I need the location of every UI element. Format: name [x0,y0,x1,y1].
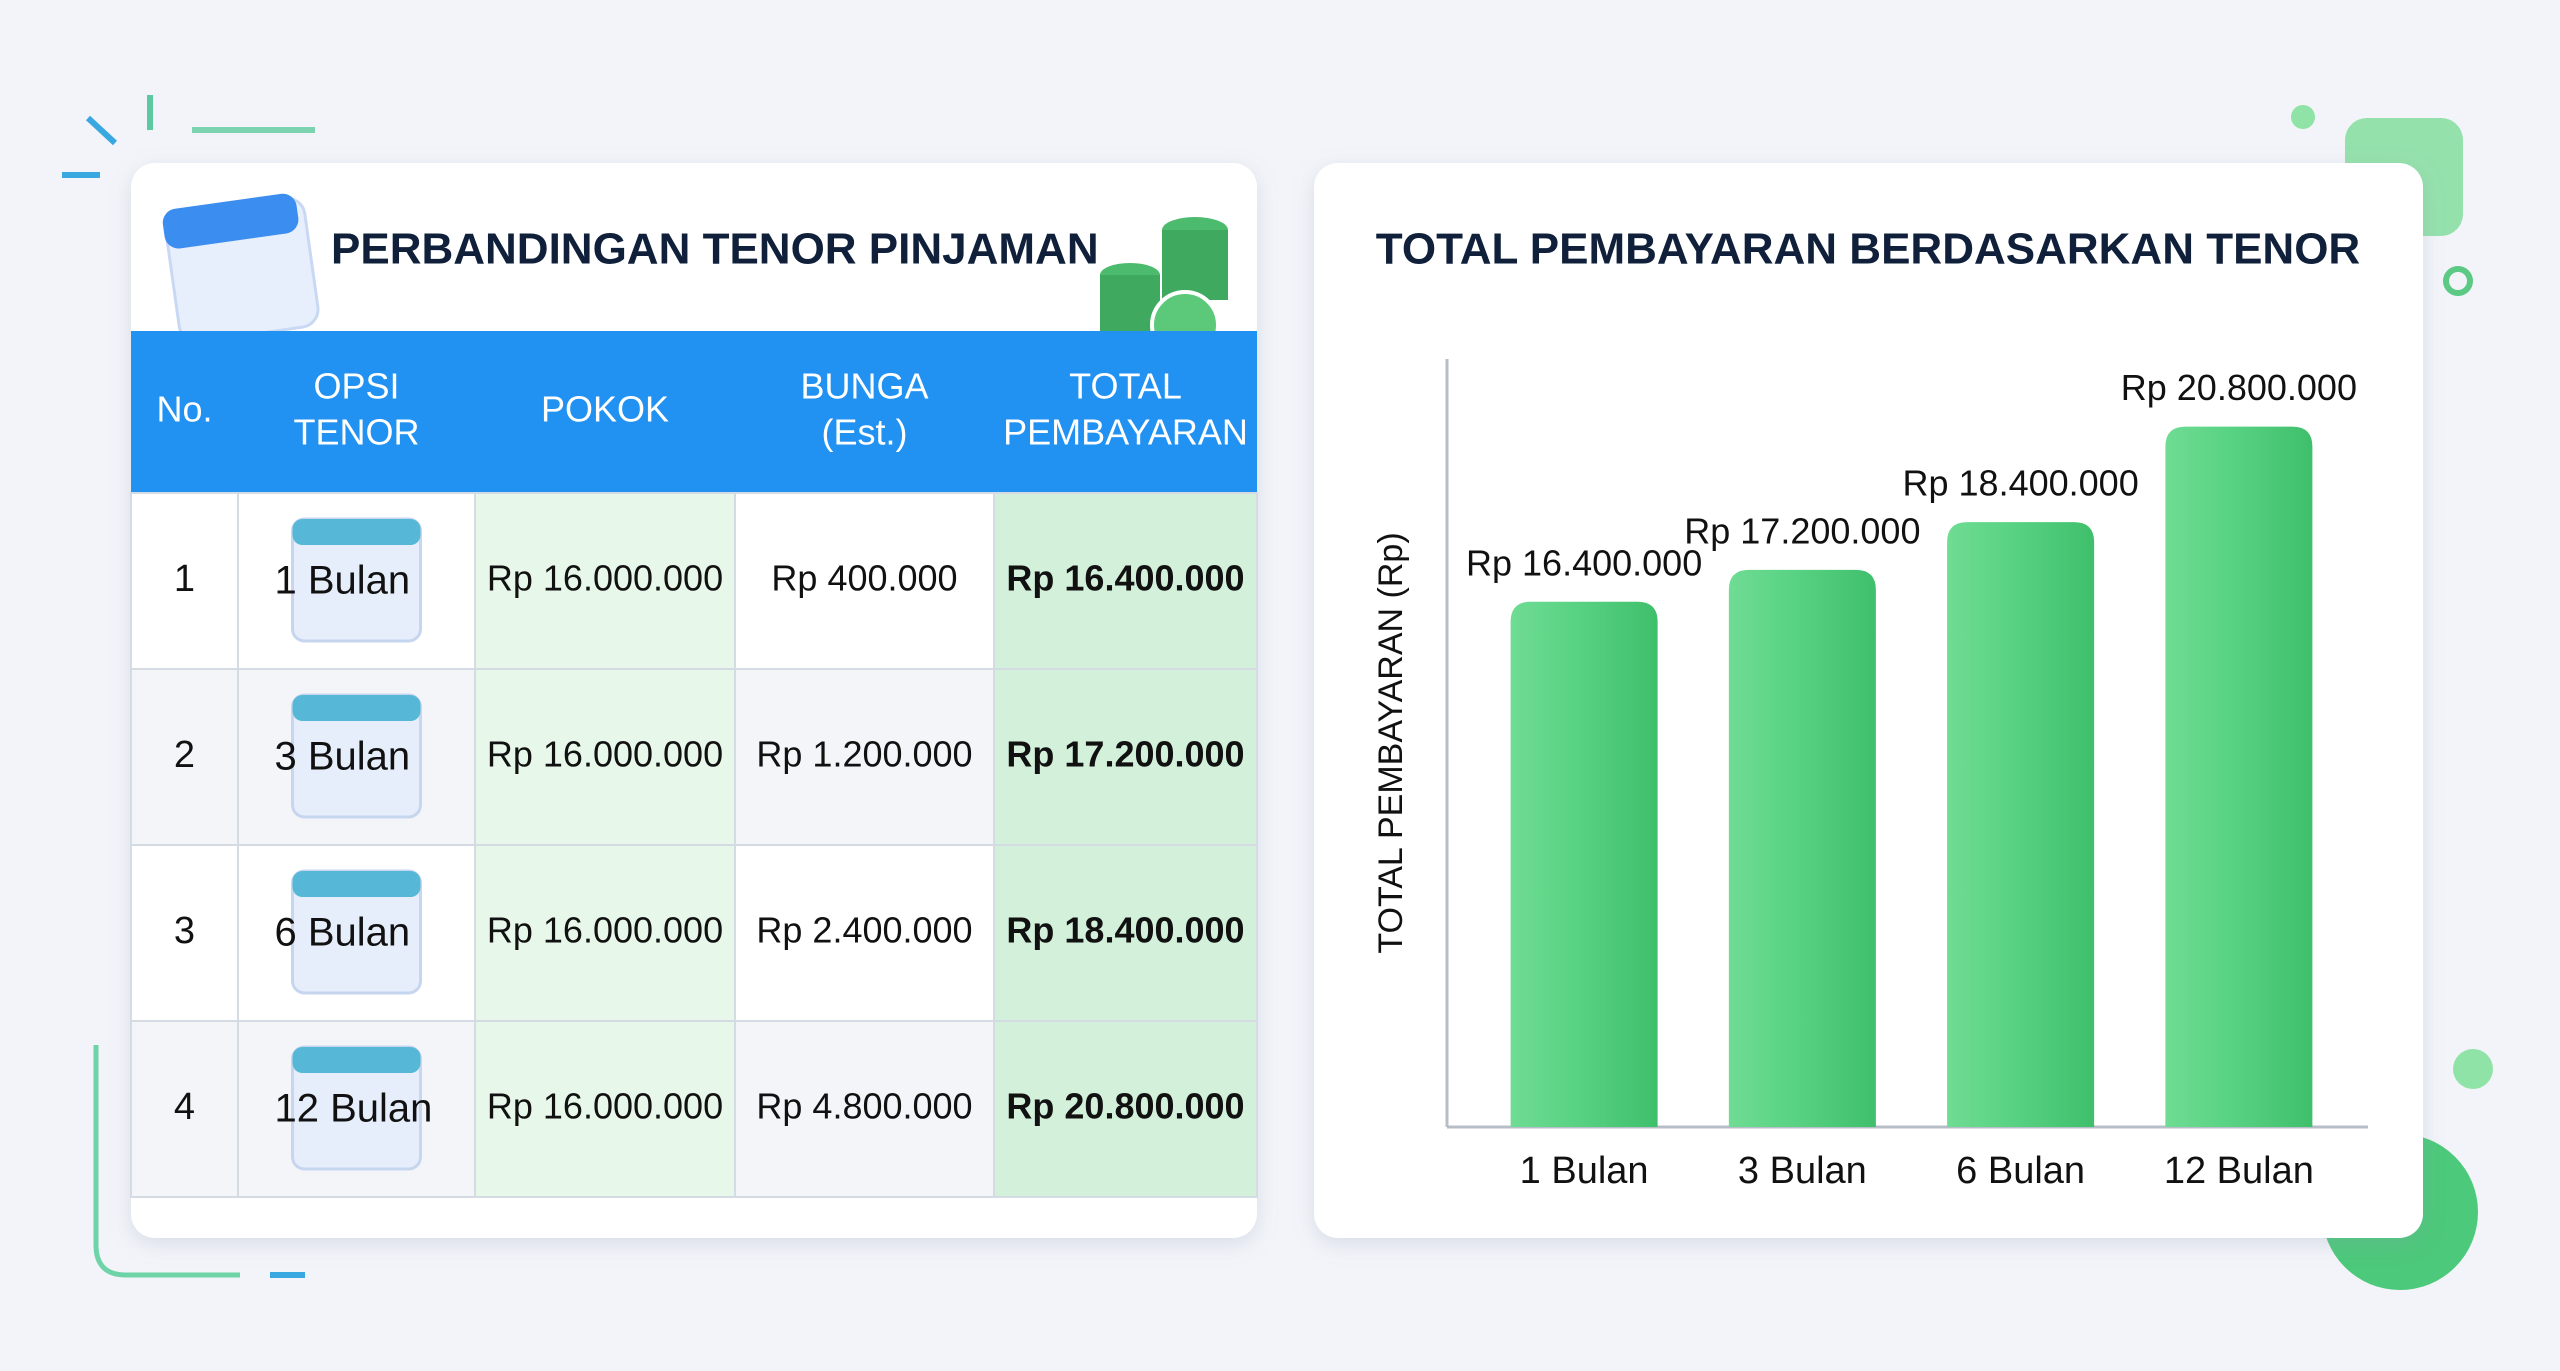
cell-text: 2 [174,734,195,776]
column-header: BUNGA [800,366,928,407]
cell-text: Rp 16.000.000 [487,734,723,775]
calendar-icon-top [292,1047,421,1073]
value-label: Rp 18.400.000 [1903,463,2139,504]
y-axis-label: TOTAL PEMBAYARAN (Rp) [1372,532,1410,953]
table-cell [993,668,1258,846]
cell-text: Rp 17.200.000 [1006,734,1244,775]
tenor-label: 3 Bulan [275,735,411,779]
table-cell [130,1020,239,1198]
calendar-icon-top [292,871,421,897]
bar [2165,426,2313,1127]
tenor-label: 12 Bulan [275,1087,433,1131]
tenor-label: 1 Bulan [275,559,411,603]
x-tick-label: 12 Bulan [2164,1150,2314,1192]
bar [1947,522,2095,1127]
table-title: PERBANDINGAN TENOR PINJAMAN [331,225,1099,274]
value-label: Rp 16.400.000 [1466,542,1702,583]
table-header-bg [131,331,1257,493]
x-tick-label: 6 Bulan [1956,1150,2085,1192]
table-cell [734,668,995,846]
table-cell [734,1020,995,1198]
cell-text: Rp 16.000.000 [487,910,723,951]
table-cell [130,668,239,846]
table-cell [474,1020,736,1198]
table-cell [130,844,239,1022]
calendar-icon-top [292,695,421,721]
bar [1510,601,1658,1127]
x-tick-label: 3 Bulan [1738,1150,1867,1192]
table-cell [993,492,1258,670]
cell-text: 1 [174,558,195,600]
column-header: POKOK [541,389,669,430]
column-header: TENOR [294,412,420,453]
bar [1728,569,1876,1127]
table-cell [734,492,995,670]
cell-text: 4 [174,1086,195,1128]
table-cell [993,1020,1258,1198]
table-cell [474,492,736,670]
calendar-icon-top [292,519,421,545]
x-tick-label: 1 Bulan [1520,1150,1649,1192]
table-cell [734,844,995,1022]
table-cell [474,668,736,846]
tenor-label: 6 Bulan [275,911,411,955]
cell-text: Rp 18.400.000 [1006,910,1244,951]
cell-text: Rp 16.000.000 [487,1086,723,1127]
calendar-icon [162,193,320,344]
column-header: (Est.) [822,412,908,453]
column-header: No. [156,389,212,430]
cell-text: Rp 20.800.000 [1006,1086,1244,1127]
cell-text: Rp 2.400.000 [756,910,972,951]
cell-text: Rp 16.000.000 [487,558,723,599]
cell-text: 3 [174,910,195,952]
value-label: Rp 20.800.000 [2121,367,2357,408]
cell-text: Rp 1.200.000 [756,734,972,775]
column-header: TOTAL [1069,366,1182,407]
value-label: Rp 17.200.000 [1684,510,1920,551]
cell-text: Rp 400.000 [771,558,957,599]
chart-title: TOTAL PEMBAYARAN BERDASARKAN TENOR [1376,225,2360,274]
cell-text: Rp 4.800.000 [756,1086,972,1127]
table-cell [474,844,736,1022]
column-header: PEMBAYARAN [1003,412,1248,453]
cell-text: Rp 16.400.000 [1006,558,1244,599]
column-header: OPSI [313,366,399,407]
table-cell [993,844,1258,1022]
